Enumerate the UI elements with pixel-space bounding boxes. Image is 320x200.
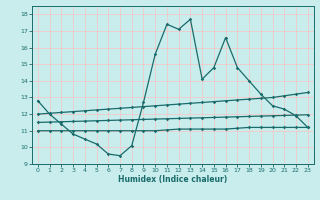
X-axis label: Humidex (Indice chaleur): Humidex (Indice chaleur) [118, 175, 228, 184]
